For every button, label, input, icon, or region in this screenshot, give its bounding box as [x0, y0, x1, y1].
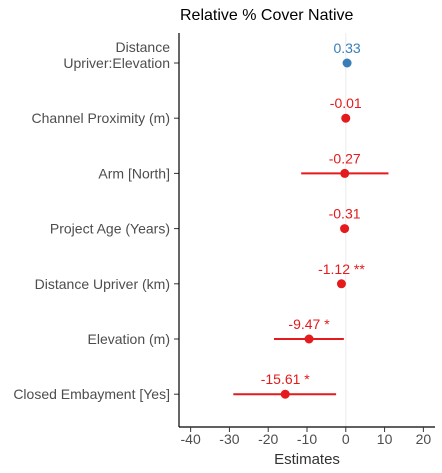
term-1-label-line-0: Channel Proximity (m) — [32, 110, 170, 126]
term-4-label-line-0: Distance Upriver (km) — [35, 276, 170, 292]
term-6-estimate-label: -15.61 * — [261, 371, 311, 387]
x-tick-label-1: -30 — [219, 431, 239, 447]
x-tick-label-3: -10 — [297, 431, 317, 447]
estimate-point-layer — [280, 58, 352, 399]
x-tick-label-2: -20 — [258, 431, 278, 447]
term-5-label-line-0: Elevation (m) — [88, 331, 170, 347]
term-6-label-line-0: Closed Embayment [Yes] — [13, 386, 170, 402]
x-axis-title: Estimates — [274, 451, 340, 468]
x-tick-label-5: 10 — [377, 431, 393, 447]
term-6-point — [280, 389, 290, 399]
term-0-label-line-0: Distance — [116, 39, 171, 55]
term-3-label-line-0: Project Age (Years) — [50, 221, 170, 237]
term-1-estimate-label: -0.01 — [330, 95, 362, 111]
term-2-label-line-0: Arm [North] — [98, 165, 170, 181]
x-tick-label-4: 0 — [342, 431, 350, 447]
term-2-point — [340, 168, 350, 178]
confidence-interval-layer — [233, 172, 389, 396]
term-5-point — [304, 334, 314, 344]
term-2-estimate-label: -0.27 — [329, 150, 361, 166]
x-tick-label-6: 20 — [416, 431, 432, 447]
chart-title: Relative % Cover Native — [180, 7, 354, 24]
term-0-point — [342, 58, 352, 68]
axes-layer: -40 -30 -20 -10 0 10 20 — [174, 33, 435, 447]
term-0-label-line-1: Upriver:Elevation — [63, 55, 170, 71]
term-0-estimate-label: 0.33 — [333, 40, 360, 56]
term-1-point — [341, 113, 351, 123]
term-5-estimate-label: -9.47 * — [288, 316, 330, 332]
term-4-estimate-label: -1.12 ** — [318, 261, 365, 277]
estimate-label-layer: 0.33 -0.01 -0.27 -0.31 -1.12 ** -9.47 * -15.61… — [261, 40, 366, 387]
term-3-estimate-label: -0.31 — [329, 206, 361, 222]
term-4-point — [336, 279, 346, 289]
term-3-point — [340, 224, 350, 234]
x-tick-label-0: -40 — [181, 431, 201, 447]
